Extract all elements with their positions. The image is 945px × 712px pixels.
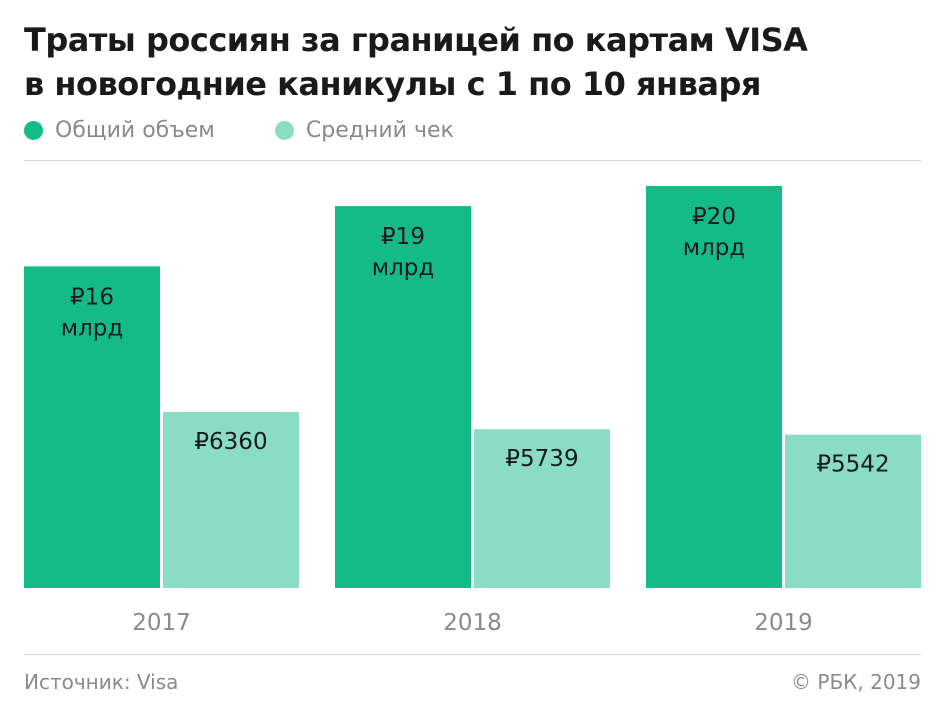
x-tick-label-2017: 2017 bbox=[132, 610, 191, 636]
copyright-note: © РБК, 2019 bbox=[791, 670, 921, 694]
legend-item-total: Общий объем bbox=[24, 118, 215, 143]
bar-total-2017 bbox=[24, 266, 160, 588]
legend-item-avg: Средний чек bbox=[274, 117, 454, 143]
x-tick-label-2018: 2018 bbox=[443, 610, 502, 636]
data-label-avg-2018: ₽5739 bbox=[505, 446, 578, 472]
bar-avg-2019 bbox=[785, 434, 921, 588]
data-label-avg-2019: ₽5542 bbox=[816, 452, 889, 478]
data-label-avg-2017: ₽6360 bbox=[194, 429, 267, 455]
data-label-total-2019-line2: млрд bbox=[683, 235, 746, 261]
x-tick-label-2019: 2019 bbox=[754, 610, 813, 636]
bar-avg-2018 bbox=[474, 429, 610, 588]
legend-swatch-avg bbox=[274, 120, 294, 140]
bar-avg-2017 bbox=[163, 412, 299, 588]
data-label-total-2017-line1: ₽16 bbox=[70, 284, 114, 310]
chart-legend: Общий объем Средний чек bbox=[24, 116, 454, 144]
legend-label-avg: Средний чек bbox=[305, 117, 454, 143]
chart-title-line-2: в новогодние каникулы с 1 по 10 января bbox=[24, 65, 761, 103]
data-label-total-2017-line2: млрд bbox=[61, 315, 124, 341]
legend-swatch-total bbox=[24, 120, 43, 140]
top-divider bbox=[24, 160, 921, 161]
source-note: Источник: Visa bbox=[24, 670, 179, 694]
chart-title-line-1: Траты россиян за границей по картам VISA bbox=[24, 21, 808, 59]
data-label-total-2018-line2: млрд bbox=[372, 255, 435, 281]
chart-title: Траты россиян за границей по картам VISA… bbox=[24, 18, 924, 106]
legend-label-total: Общий объем bbox=[55, 117, 215, 143]
data-label-total-2018-line1: ₽19 bbox=[381, 224, 425, 250]
bar-total-2018 bbox=[335, 206, 471, 588]
bottom-divider bbox=[24, 654, 921, 655]
bar-total-2019 bbox=[646, 186, 782, 588]
data-label-total-2019-line1: ₽20 bbox=[692, 204, 736, 230]
